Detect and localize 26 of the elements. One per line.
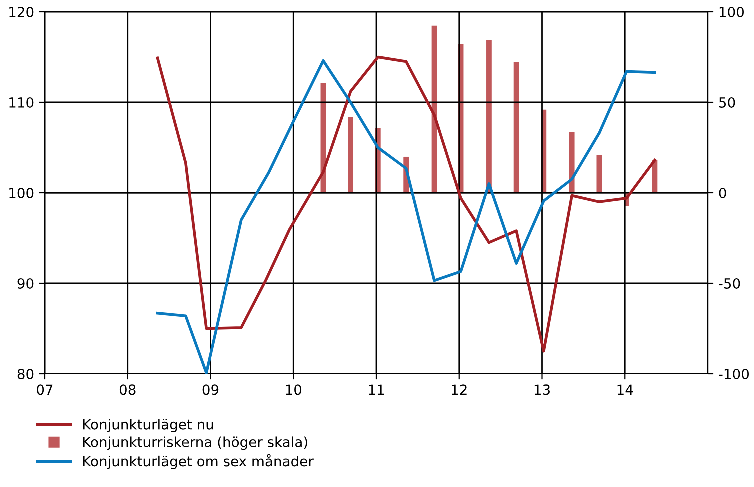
bar (596, 154, 602, 193)
y-tick-label: 90 (18, 278, 34, 289)
y-tick-label: 110 (10, 97, 34, 108)
x-tick-label: 07 (37, 384, 53, 396)
x-tick-label: 09 (202, 384, 219, 396)
y2-tick-label: -100 (719, 368, 750, 380)
x-tick-label: 11 (369, 384, 384, 395)
legend-label: Konjunkturriskerna (höger skala) (83, 436, 308, 450)
y2-tick-label: 100 (720, 6, 744, 18)
bar (348, 116, 354, 193)
bar (569, 132, 575, 193)
x-tick-label: 13 (534, 384, 550, 396)
y2-tick-label: -50 (719, 278, 740, 289)
y2-tick-label: 0 (719, 188, 726, 198)
bar (514, 62, 520, 193)
legend-label: Konjunkturläget nu (83, 419, 214, 433)
x-tick-label: 10 (286, 384, 302, 396)
x-tick-label: 14 (618, 384, 634, 395)
legend-label: Konjunkturläget om sex månader (83, 454, 314, 470)
y-tick-label: 80 (18, 368, 34, 380)
bar (486, 40, 492, 193)
y-tick-label: 100 (10, 188, 34, 198)
y2-tick-label: 50 (719, 97, 736, 108)
x-tick-label: 12 (452, 384, 467, 395)
y-tick-label: 120 (10, 6, 34, 18)
x-tick-label: 08 (120, 384, 136, 396)
